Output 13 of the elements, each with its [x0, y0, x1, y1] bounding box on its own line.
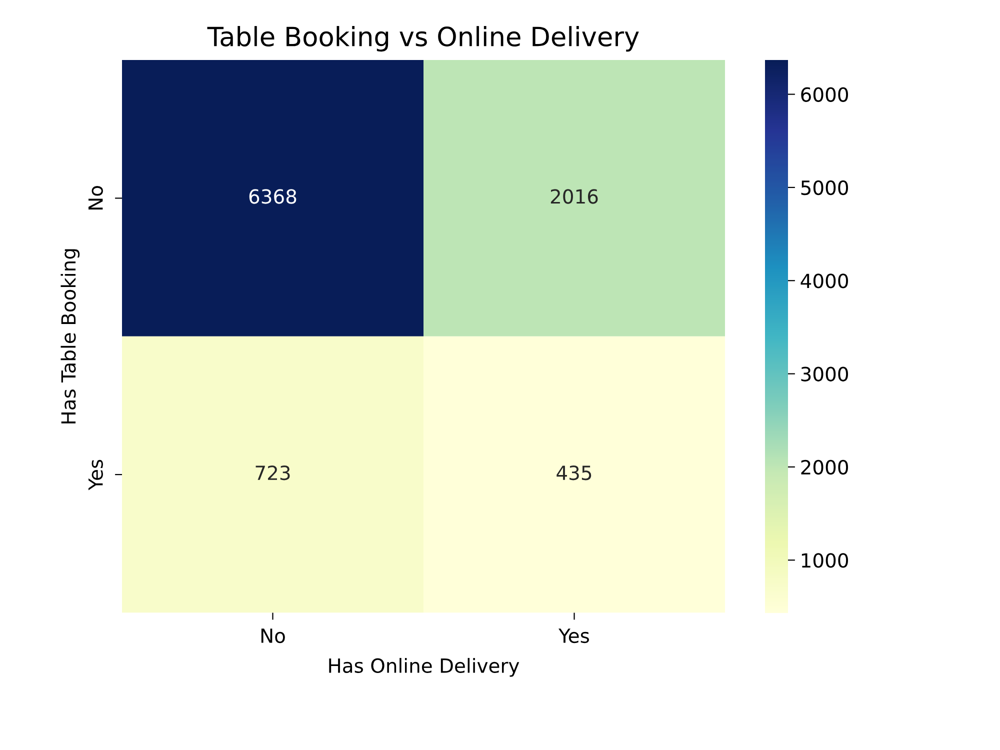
color-bar-label: 1000 — [802, 553, 848, 568]
y-axis-title: Has Table Booking — [60, 249, 80, 424]
data-label: 435 — [556, 465, 592, 480]
color-bar-label: 4000 — [800, 274, 848, 288]
x-axis-title: Has Online Delivery — [329, 658, 520, 677]
data-label: 6368 — [249, 189, 296, 204]
color-bar-label: 3000 — [801, 366, 848, 382]
chart-title: Table Booking vs Online Delivery — [207, 26, 639, 52]
data-label: 2016 — [550, 189, 598, 204]
color-bar-label: 6000 — [801, 87, 848, 102]
color-bar-label: 5000 — [801, 180, 848, 196]
color-bar-label: 2000 — [801, 460, 848, 475]
data-label: 723 — [256, 465, 290, 480]
